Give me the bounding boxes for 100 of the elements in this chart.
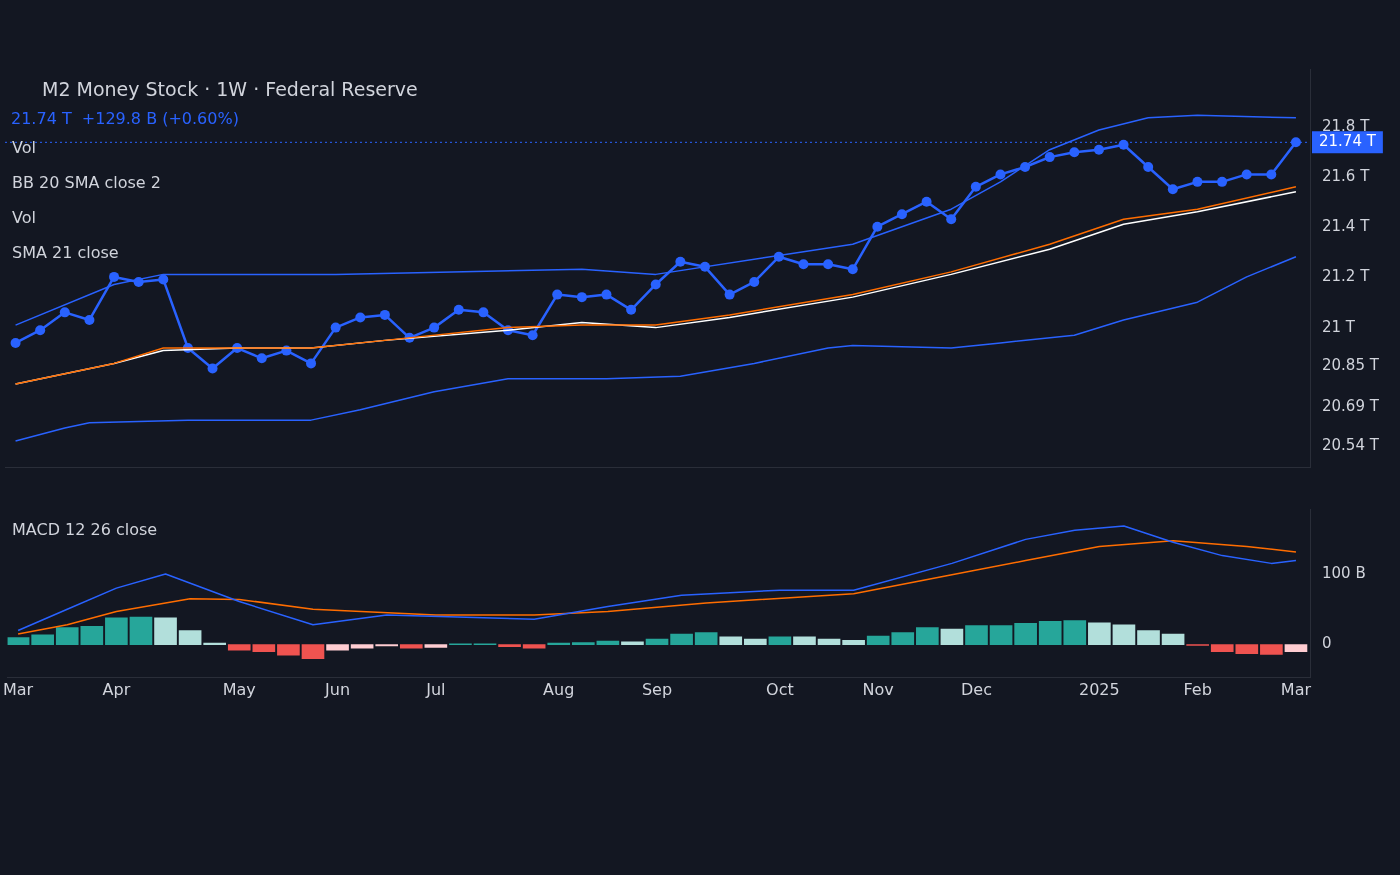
- bar: [817, 638, 841, 645]
- point: [724, 289, 735, 300]
- bar: [1137, 630, 1160, 645]
- bar: [989, 625, 1013, 645]
- bar: [670, 633, 693, 645]
- bar: [375, 644, 399, 647]
- annotation: BB 20 SMA close 2: [12, 173, 161, 193]
- x-tick-label: Mar: [3, 679, 34, 699]
- point: [1143, 162, 1154, 172]
- annotation: Vol: [12, 208, 36, 228]
- point: [355, 312, 366, 323]
- y-tick-label: 21.2 T: [1322, 266, 1371, 285]
- bar: [424, 644, 448, 648]
- point: [256, 353, 267, 364]
- bar: [719, 636, 743, 645]
- x-tick-label: Mar: [1280, 679, 1312, 699]
- annotation: Vol: [12, 138, 36, 158]
- x-tick-label: Jul: [425, 679, 446, 699]
- bar: [743, 638, 767, 645]
- point: [158, 274, 169, 285]
- bar: [1014, 623, 1037, 645]
- x-tick-label: Dec: [961, 679, 992, 699]
- y-tick-label: 20.54 T: [1322, 436, 1380, 455]
- y-tick-label: 21.4 T: [1322, 216, 1371, 235]
- y-tick-label: 21.6 T: [1322, 166, 1371, 185]
- point: [921, 196, 932, 207]
- bar: [571, 642, 595, 645]
- point: [675, 256, 686, 267]
- bar: [522, 644, 546, 649]
- x-tick-label: Oct: [766, 679, 794, 699]
- y-tick-label: 0: [1322, 634, 1332, 653]
- bar: [1260, 644, 1283, 655]
- point: [552, 289, 563, 300]
- bar: [105, 617, 128, 645]
- bar: [768, 636, 792, 645]
- bar: [1161, 633, 1185, 645]
- x-tick-label: Jun: [324, 679, 351, 699]
- x-tick-label: 2025: [1079, 679, 1120, 699]
- bar: [399, 644, 423, 649]
- bar: [498, 644, 521, 648]
- bar: [645, 638, 669, 645]
- bar: [1112, 624, 1136, 645]
- bar: [547, 642, 571, 645]
- x-tick-label: Apr: [102, 679, 131, 699]
- point: [306, 358, 317, 369]
- bar: [694, 632, 718, 645]
- point: [1069, 147, 1080, 158]
- bar: [621, 641, 644, 645]
- point: [1118, 139, 1129, 150]
- point: [1241, 169, 1252, 180]
- bar: [940, 628, 964, 645]
- y-tick-label: 100 B: [1322, 563, 1366, 582]
- bar: [129, 616, 153, 645]
- point: [749, 276, 760, 287]
- point: [1290, 137, 1301, 148]
- y-tick-label: 20.69 T: [1322, 397, 1380, 416]
- bar: [7, 637, 30, 645]
- point: [946, 214, 957, 225]
- bar: [252, 644, 276, 652]
- point: [823, 259, 834, 270]
- bar: [154, 617, 177, 645]
- point: [847, 264, 858, 275]
- point: [1192, 176, 1203, 187]
- bar: [350, 644, 374, 649]
- bar: [965, 625, 988, 645]
- point: [207, 363, 218, 374]
- bar: [203, 642, 227, 645]
- text: M2 Money Stock · 1W · Federal Reserve: [42, 77, 418, 100]
- point: [478, 307, 489, 318]
- point: [109, 271, 120, 282]
- point: [626, 304, 637, 315]
- point: [1217, 176, 1228, 187]
- point: [453, 304, 464, 315]
- point: [429, 322, 440, 333]
- x-tick-label: Nov: [862, 679, 894, 699]
- point: [995, 169, 1006, 180]
- point: [527, 330, 538, 341]
- bar: [277, 644, 300, 656]
- x-tick-label: Aug: [543, 679, 575, 699]
- bar: [596, 640, 620, 645]
- point: [84, 314, 95, 325]
- bar: [793, 636, 816, 645]
- point: [650, 279, 661, 290]
- x-tick-label: Feb: [1183, 679, 1212, 699]
- y-tick-label: 20.85 T: [1322, 355, 1380, 374]
- bar: [178, 630, 202, 645]
- annotation: MACD 12 26 close: [12, 520, 158, 540]
- bar: [227, 644, 251, 651]
- point: [59, 307, 70, 318]
- point: [872, 221, 883, 232]
- point: [1044, 152, 1055, 163]
- point: [1266, 169, 1277, 180]
- annotation: SMA 21 close: [12, 243, 119, 263]
- point: [330, 322, 341, 333]
- point: [1167, 184, 1178, 195]
- point: [1093, 144, 1104, 155]
- point: [970, 181, 981, 192]
- x-tick-label: Sep: [641, 679, 673, 699]
- bar: [1284, 644, 1308, 652]
- bar: [301, 644, 325, 660]
